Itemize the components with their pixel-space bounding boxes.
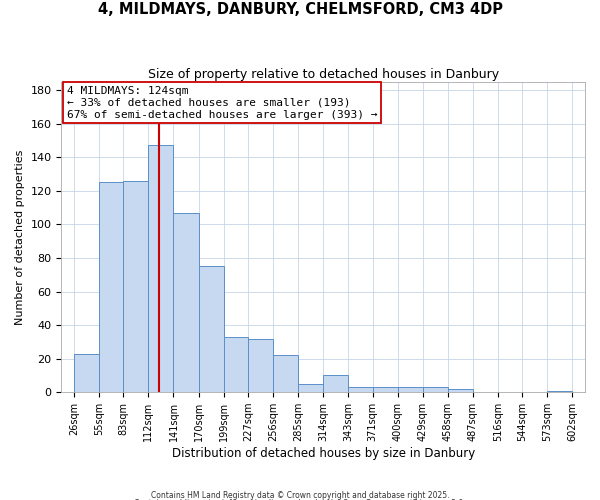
Bar: [199, 266, 224, 392]
X-axis label: Distribution of detached houses by size in Danbury: Distribution of detached houses by size …: [172, 447, 475, 460]
Bar: [224, 337, 248, 392]
Bar: [323, 376, 348, 392]
Bar: [123, 180, 148, 392]
Bar: [99, 182, 123, 392]
Text: 4, MILDMAYS, DANBURY, CHELMSFORD, CM3 4DP: 4, MILDMAYS, DANBURY, CHELMSFORD, CM3 4D…: [97, 2, 503, 18]
Bar: [398, 387, 423, 392]
Y-axis label: Number of detached properties: Number of detached properties: [15, 150, 25, 324]
Bar: [273, 356, 298, 392]
Bar: [423, 387, 448, 392]
Bar: [547, 390, 572, 392]
Bar: [448, 389, 473, 392]
Bar: [248, 338, 273, 392]
Text: Contains HM Land Registry data © Crown copyright and database right 2025.: Contains HM Land Registry data © Crown c…: [151, 490, 449, 500]
Bar: [348, 387, 373, 392]
Bar: [173, 212, 199, 392]
Bar: [373, 387, 398, 392]
Title: Size of property relative to detached houses in Danbury: Size of property relative to detached ho…: [148, 68, 499, 80]
Bar: [148, 146, 173, 392]
Bar: [74, 354, 99, 392]
Text: 4 MILDMAYS: 124sqm
← 33% of detached houses are smaller (193)
67% of semi-detach: 4 MILDMAYS: 124sqm ← 33% of detached hou…: [67, 86, 377, 120]
Bar: [298, 384, 323, 392]
